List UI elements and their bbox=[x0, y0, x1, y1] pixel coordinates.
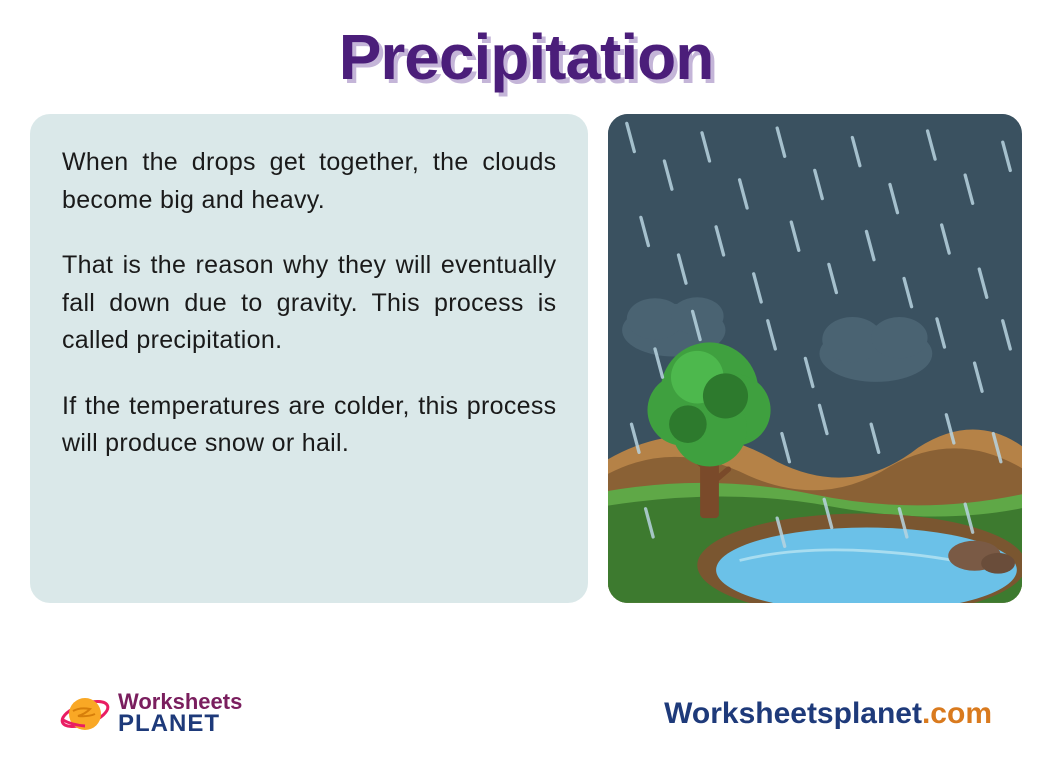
url-tld: .com bbox=[922, 697, 992, 730]
rain-illustration bbox=[608, 114, 1022, 603]
url-domain: Worksheetsplanet bbox=[664, 697, 922, 730]
content-row: When the drops get together, the clouds … bbox=[30, 114, 1022, 603]
logo-text: Worksheets PLANET bbox=[118, 692, 242, 736]
footer: Worksheets PLANET Worksheetsplanet.com bbox=[0, 689, 1052, 739]
paragraph-2: That is the reason why they will eventua… bbox=[62, 247, 556, 360]
brand-logo: Worksheets PLANET bbox=[60, 689, 242, 739]
planet-icon bbox=[60, 689, 110, 739]
description-textbox: When the drops get together, the clouds … bbox=[30, 114, 588, 603]
page-title: Precipitation bbox=[0, 20, 1052, 94]
website-url: Worksheetsplanet.com bbox=[664, 697, 992, 731]
paragraph-1: When the drops get together, the clouds … bbox=[62, 144, 556, 219]
paragraph-3: If the temperatures are colder, this pro… bbox=[62, 388, 556, 463]
logo-line2: PLANET bbox=[118, 713, 242, 736]
